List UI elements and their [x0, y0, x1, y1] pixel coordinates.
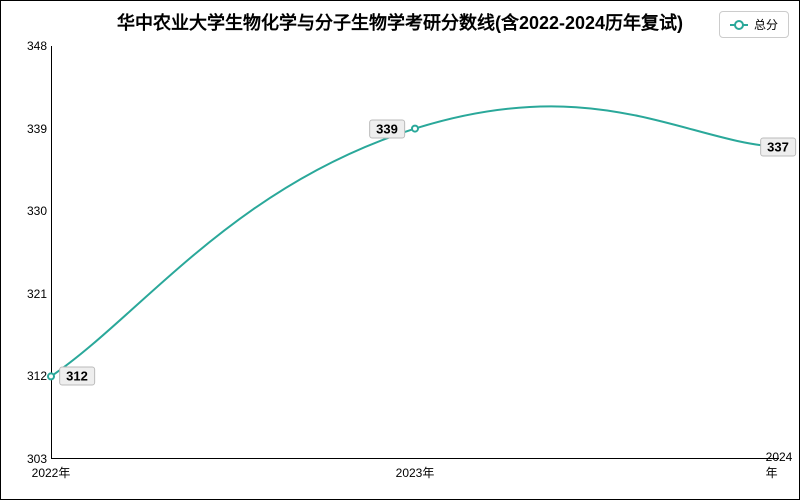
- x-tick: 2024年: [766, 450, 793, 481]
- legend-label: 总分: [754, 16, 778, 33]
- point-label: 339: [369, 119, 405, 138]
- chart-title: 华中农业大学生物化学与分子生物学考研分数线(含2022-2024历年复试): [117, 9, 683, 35]
- y-tick: 330: [9, 204, 47, 218]
- data-marker: [412, 126, 418, 132]
- legend-swatch: [730, 24, 748, 26]
- y-tick: 312: [9, 369, 47, 383]
- x-tick: 2023年: [396, 464, 435, 481]
- plot-area: 3033123213303393482022年2023年2024年3123393…: [51, 46, 779, 459]
- y-tick: 348: [9, 39, 47, 53]
- data-line: [51, 106, 779, 376]
- point-label: 337: [760, 137, 796, 156]
- y-tick: 321: [9, 287, 47, 301]
- point-label: 312: [59, 367, 95, 386]
- legend: 总分: [719, 11, 789, 38]
- data-marker: [48, 373, 54, 379]
- line-svg: [51, 46, 779, 459]
- x-tick: 2022年: [32, 464, 71, 481]
- chart-container: 华中农业大学生物化学与分子生物学考研分数线(含2022-2024历年复试) 总分…: [0, 0, 800, 500]
- y-tick: 339: [9, 122, 47, 136]
